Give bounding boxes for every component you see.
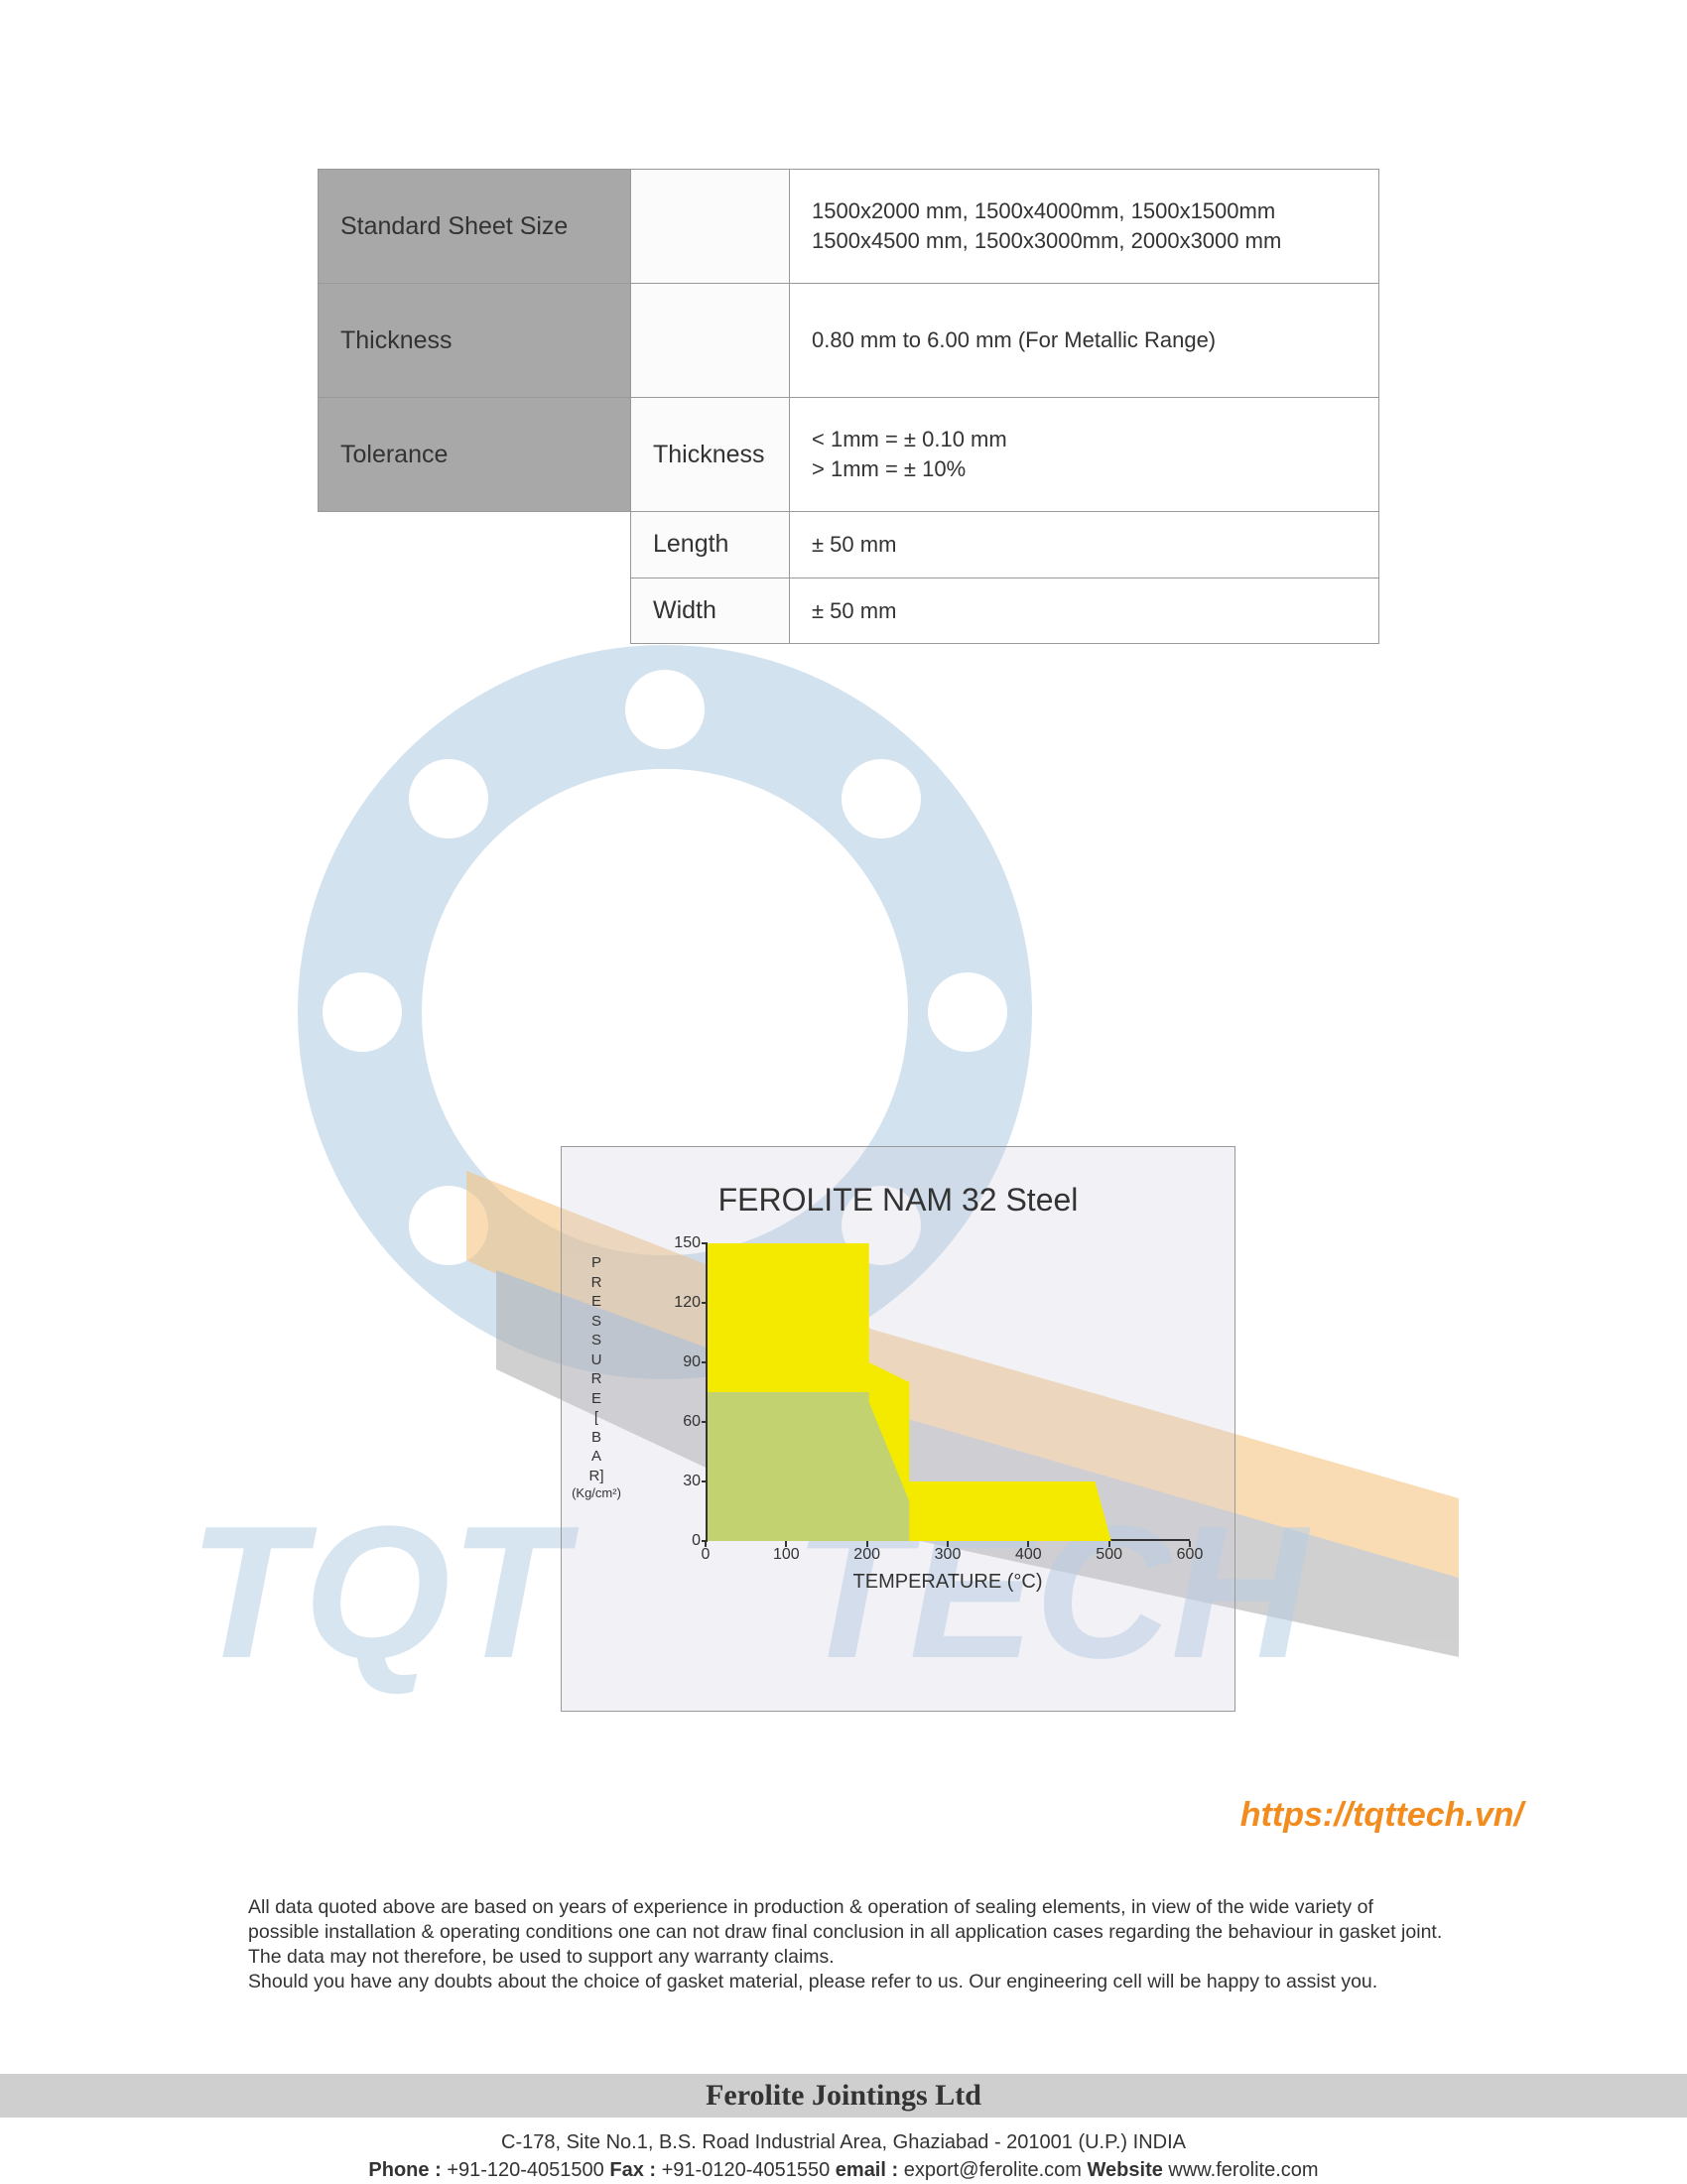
y-tick-label: 30 [666,1473,701,1490]
x-tick-label: 400 [1008,1546,1048,1564]
x-tick-label: 100 [766,1546,806,1564]
header-cell: Standard Sheet Size [319,170,631,284]
y-axis-label: PRESSURE[BAR](Kg/cm²) [567,1253,626,1502]
x-tick-label: 500 [1090,1546,1129,1564]
x-axis-label: TEMPERATURE (°C) [706,1571,1190,1594]
disclaimer-text: All data quoted above are based on years… [248,1895,1449,1994]
footer-company-bar: Ferolite Jointings Ltd [0,2074,1687,2118]
mid-cell [631,284,790,398]
table-row: Tolerance Thickness < 1mm = ± 0.10 mm> 1… [319,398,1379,512]
value-cell: < 1mm = ± 0.10 mm> 1mm = ± 10% [790,398,1379,512]
pt-chart: FEROLITE NAM 32 Steel PRESSURE[BAR](Kg/c… [561,1146,1235,1712]
watermark-url: https://tqttech.vn/ [1240,1796,1523,1835]
table-row: Width ± 50 mm [319,578,1379,644]
mid-cell: Length [631,512,790,578]
y-tick-label: 150 [666,1234,701,1252]
table-row: Standard Sheet Size 1500x2000 mm, 1500x4… [319,170,1379,284]
x-tick-label: 0 [686,1546,725,1564]
y-tick-label: 120 [666,1294,701,1312]
footer-contact: C-178, Site No.1, B.S. Road Industrial A… [0,2128,1687,2184]
mid-cell: Width [631,578,790,644]
mid-cell [631,170,790,284]
table-row: Thickness 0.80 mm to 6.00 mm (For Metall… [319,284,1379,398]
chart-title: FEROLITE NAM 32 Steel [562,1147,1234,1243]
header-cell: Thickness [319,284,631,398]
y-tick-label: 60 [666,1413,701,1431]
header-cell: Tolerance [319,398,631,512]
plot-area [706,1243,1190,1541]
x-tick-label: 600 [1170,1546,1210,1564]
mid-cell: Thickness [631,398,790,512]
specs-table: Standard Sheet Size 1500x2000 mm, 1500x4… [318,169,1379,644]
value-cell: ± 50 mm [790,578,1379,644]
table-row: Length ± 50 mm [319,512,1379,578]
y-tick-label: 90 [666,1353,701,1371]
value-cell: ± 50 mm [790,512,1379,578]
x-tick-label: 300 [928,1546,968,1564]
value-cell: 0.80 mm to 6.00 mm (For Metallic Range) [790,284,1379,398]
x-tick-label: 200 [847,1546,887,1564]
value-cell: 1500x2000 mm, 1500x4000mm, 1500x1500mm15… [790,170,1379,284]
